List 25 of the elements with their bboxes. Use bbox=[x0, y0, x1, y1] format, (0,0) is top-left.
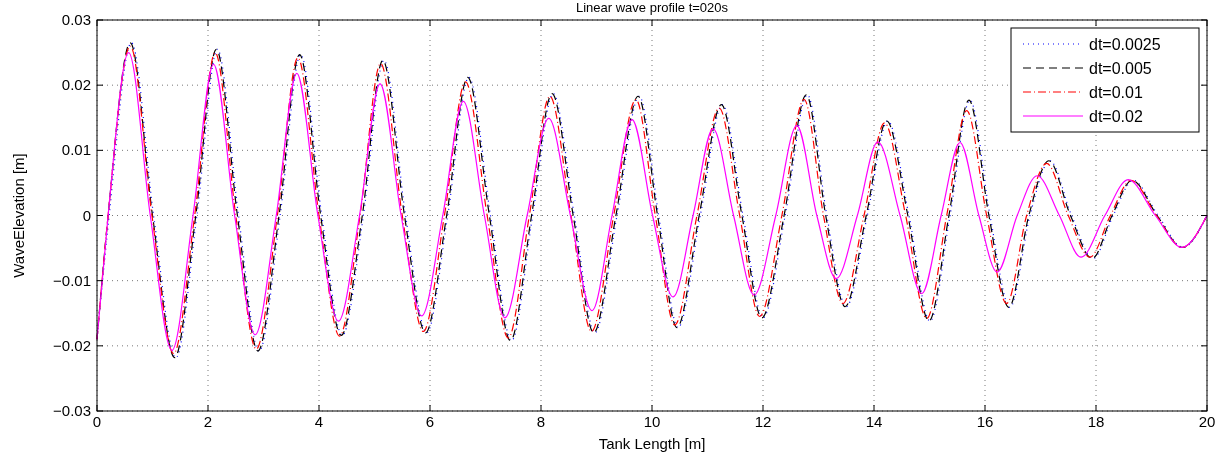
y-tick-label: −0.02 bbox=[53, 336, 91, 354]
y-tick-label: −0.01 bbox=[53, 271, 91, 289]
legend-label: dt=0.005 bbox=[1089, 60, 1152, 77]
x-tick-label: 2 bbox=[203, 413, 213, 430]
legend-label: dt=0.02 bbox=[1089, 108, 1143, 125]
x-tick-label: 10 bbox=[643, 413, 661, 430]
legend-label: dt=0.0025 bbox=[1089, 36, 1161, 53]
x-tick-label: 20 bbox=[1198, 413, 1216, 430]
x-axis-title: Tank Length [m] bbox=[598, 435, 706, 452]
chart-title: Linear wave profile t=020s bbox=[575, 0, 729, 16]
y-tick-label: 0.01 bbox=[61, 141, 91, 159]
x-tick-label: 12 bbox=[754, 413, 772, 430]
x-tick-label: 16 bbox=[976, 413, 994, 430]
y-tick-label: 0.03 bbox=[61, 11, 91, 28]
x-tick-label: 6 bbox=[425, 413, 435, 430]
y-tick-label: 0 bbox=[82, 206, 91, 224]
x-tick-label: 14 bbox=[865, 413, 883, 430]
x-tick-label: 0 bbox=[92, 413, 102, 430]
x-tick-label: 18 bbox=[1087, 413, 1105, 430]
x-tick-label: 8 bbox=[536, 413, 546, 430]
y-tick-label: 0.02 bbox=[61, 76, 91, 94]
y-axis-title: WaveElevation [m] bbox=[10, 153, 27, 278]
legend-label: dt=0.01 bbox=[1089, 84, 1143, 101]
x-tick-label: 4 bbox=[314, 413, 324, 430]
y-tick-label: −0.03 bbox=[53, 402, 91, 419]
